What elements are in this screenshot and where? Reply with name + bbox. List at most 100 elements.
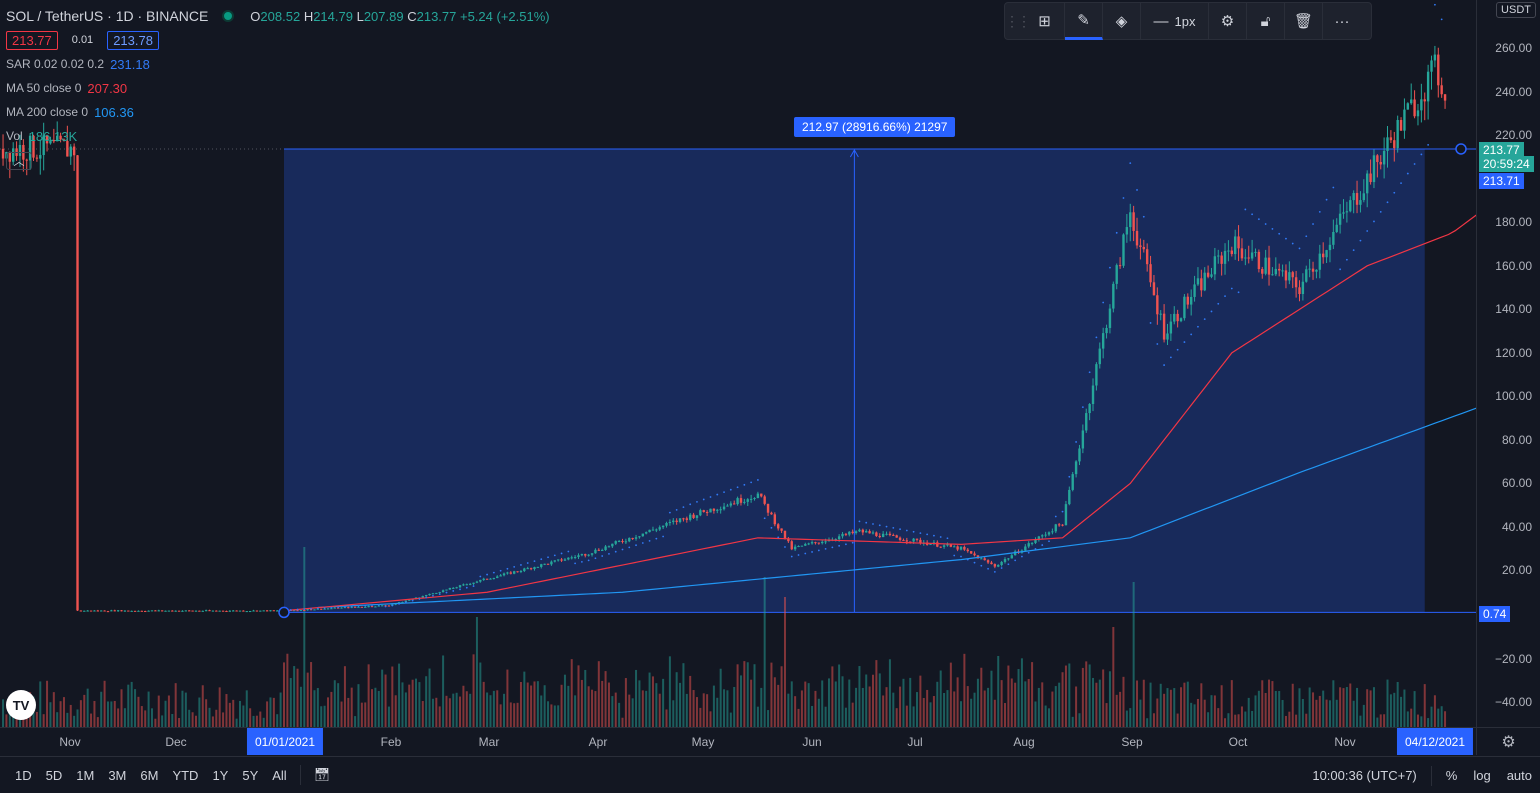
candle-body	[299, 610, 303, 612]
volume-bar	[543, 685, 546, 727]
sar-dot	[621, 548, 624, 551]
candle-body	[160, 610, 164, 612]
candle-body	[360, 606, 364, 608]
line-color-button[interactable]: ✎	[1065, 2, 1103, 40]
range-3m-button[interactable]: 3M	[108, 767, 127, 783]
buy-button[interactable]: 213.78	[107, 30, 159, 50]
candle-body	[739, 498, 743, 503]
sell-button[interactable]: 213.77	[6, 30, 58, 50]
line-width-button[interactable]: — 1px	[1141, 2, 1209, 40]
sar-dot	[804, 552, 807, 555]
candle-body	[1098, 348, 1101, 365]
volume-bar	[817, 698, 820, 727]
volume-bar	[1444, 711, 1447, 727]
range-5d-button[interactable]: 5D	[45, 767, 63, 783]
time-axis[interactable]: Nov Dec Feb Mar Apr May Jun Jul Aug Sep Oct Nov 01/0…	[0, 727, 1476, 755]
price-chart[interactable]	[0, 0, 1476, 727]
candle-body	[1169, 321, 1173, 334]
candle-body	[939, 546, 942, 548]
fill-color-button[interactable]: ◈	[1103, 2, 1141, 40]
delete-button[interactable]: 🗑︎	[1285, 2, 1323, 40]
tradingview-logo[interactable]: TV	[6, 690, 36, 720]
drag-handle-icon[interactable]: ⋮⋮	[1005, 12, 1031, 29]
range-6m-button[interactable]: 6M	[140, 767, 159, 783]
candle-body	[1162, 313, 1166, 340]
clock-timezone[interactable]: 10:00:36 (UTC+7)	[1312, 768, 1417, 783]
indicator-vol-name[interactable]: Vol	[6, 129, 23, 143]
candle-body	[492, 578, 496, 580]
sar-dot	[905, 529, 908, 532]
volume-bar	[624, 678, 627, 727]
templates-button[interactable]: ⊞	[1025, 2, 1065, 40]
volume-bar	[739, 675, 742, 727]
volume-bar	[377, 690, 380, 727]
collapse-legend-button[interactable]: ︿	[6, 152, 32, 170]
candle-body	[1332, 231, 1335, 245]
candle-body	[1257, 251, 1261, 270]
candle-body	[242, 610, 245, 612]
volume-bar	[1146, 718, 1149, 727]
range-all-button[interactable]: All	[272, 767, 287, 783]
settings-button[interactable]: ⚙	[1209, 2, 1247, 40]
symbol-title[interactable]: SOL / TetherUS · 1D · BINANCE	[6, 8, 209, 24]
indicator-sar-name[interactable]: SAR 0.02 0.02 0.2	[6, 57, 105, 71]
range-1d-button[interactable]: 1D	[15, 767, 32, 783]
lock-button[interactable]: 🔓︎	[1247, 2, 1285, 40]
time-tick: May	[691, 735, 715, 749]
volume-bar	[1193, 704, 1196, 727]
range-ytd-button[interactable]: YTD	[172, 767, 199, 783]
candle-body	[1315, 269, 1318, 272]
volume-bar	[1044, 705, 1047, 727]
percent-scale-toggle[interactable]: %	[1445, 768, 1458, 783]
auto-scale-toggle[interactable]: auto	[1506, 768, 1532, 783]
candle-body	[1247, 257, 1250, 259]
sar-dot	[641, 542, 644, 544]
volume-bar	[980, 667, 983, 727]
date-range-button[interactable]: 📅︎	[307, 767, 338, 783]
volume-bar	[330, 691, 333, 727]
volume-bar	[184, 692, 187, 727]
volume-bar	[303, 547, 306, 727]
volume-bar	[310, 662, 313, 727]
pencil-icon: ✎	[1077, 11, 1090, 29]
log-scale-toggle[interactable]: log	[1473, 768, 1491, 783]
volume-bar	[1379, 714, 1382, 727]
sar-dot	[1359, 239, 1362, 242]
volume-bar	[208, 707, 211, 727]
currency-button[interactable]: USDT	[1496, 2, 1536, 18]
volume-bar	[1207, 712, 1210, 727]
chart-pane[interactable]	[0, 0, 1476, 727]
price-tick: 40.00	[1501, 519, 1532, 534]
volume-bar	[926, 689, 929, 727]
volume-bar	[1278, 691, 1281, 727]
sar-dot	[1251, 213, 1254, 216]
volume-bar	[1322, 690, 1325, 727]
volume-bar	[719, 668, 722, 727]
candle-body	[624, 541, 628, 543]
chart-settings-button[interactable]: ⚙	[1476, 727, 1540, 755]
candle-body	[1227, 250, 1230, 252]
volume-bar	[645, 690, 648, 727]
candle-body	[326, 608, 330, 610]
candle-body	[49, 140, 52, 144]
range-5y-button[interactable]: 5Y	[242, 767, 259, 783]
candle-body	[455, 587, 458, 589]
volume-bar	[337, 683, 340, 727]
more-button[interactable]: ···	[1323, 2, 1361, 40]
candle-body	[655, 529, 658, 531]
range-1m-button[interactable]: 1M	[76, 767, 95, 783]
sar-dot	[560, 552, 563, 555]
sar-dot	[553, 554, 556, 557]
indicator-ma50-name[interactable]: MA 50 close 0	[6, 81, 82, 95]
candle-body	[1382, 150, 1386, 165]
range-1y-button[interactable]: 1Y	[212, 767, 229, 783]
candle-body	[72, 146, 76, 156]
volume-bar	[587, 686, 590, 727]
price-axis[interactable]: USDT 260.00 240.00 220.00 180.00 160.00 140.0…	[1476, 0, 1540, 727]
sar-dot	[316, 607, 319, 610]
volume-bar	[607, 682, 610, 727]
volume-bar	[296, 668, 299, 727]
indicator-ma200-name[interactable]: MA 200 close 0	[6, 105, 89, 119]
unlock-icon: 🔓︎	[1260, 12, 1271, 30]
sar-dot	[432, 594, 434, 597]
